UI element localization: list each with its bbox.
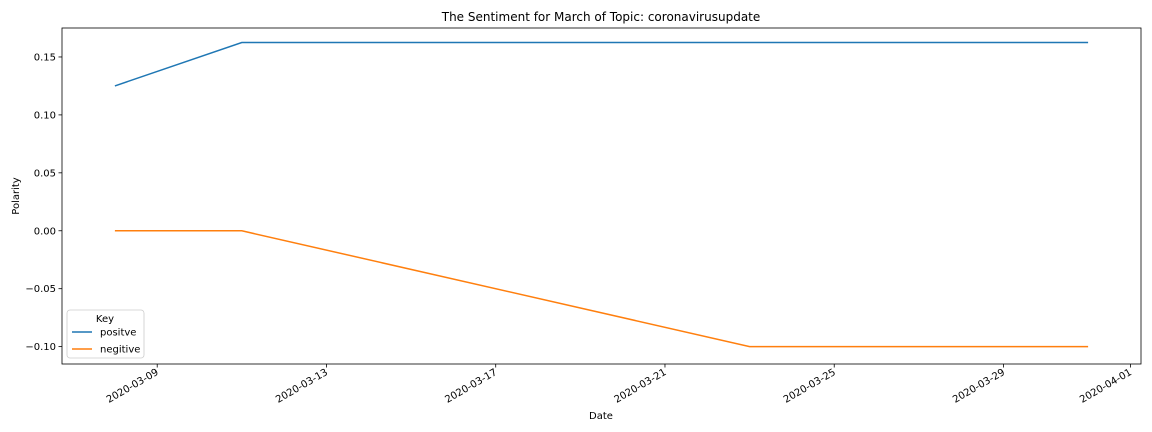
y-tick-label: −0.10 [25, 342, 56, 353]
y-tick-label: 0.10 [34, 110, 56, 121]
y-axis-label: Polarity [11, 177, 22, 215]
x-tick-label: 2020-03-13 [274, 367, 330, 406]
plot-area [61, 27, 1142, 365]
series-line-positve [114, 41, 1089, 87]
legend-title: Key [96, 314, 114, 325]
legend-label-negitive: negitive [100, 345, 140, 356]
plot-frame [61, 27, 1142, 365]
x-tick-label: 2020-03-17 [443, 367, 499, 406]
y-tick-label: 0.00 [34, 226, 56, 237]
legend-box [66, 309, 145, 359]
legend-label-positve: positve [100, 328, 136, 339]
x-tick-label: 2020-04-01 [1078, 367, 1134, 406]
y-tick-label: 0.05 [34, 168, 56, 179]
x-tick-label: 2020-03-25 [782, 367, 838, 406]
y-tick-label: 0.15 [34, 52, 56, 63]
x-axis-label: Date [589, 411, 613, 422]
x-tick-label: 2020-03-09 [105, 367, 161, 406]
series-line-negitive [114, 230, 1089, 348]
legend: Key positve negitive [66, 309, 145, 359]
chart-title: The Sentiment for March of Topic: corona… [441, 10, 761, 24]
series-lines [114, 41, 1089, 348]
x-tick-label: 2020-03-21 [613, 367, 669, 406]
x-axis: 2020-03-09 2020-03-13 2020-03-17 2020-03-21… [105, 364, 1134, 406]
y-tick-label: −0.05 [25, 284, 56, 295]
y-axis: −0.10 −0.05 0.00 0.05 0.10 0.15 [25, 52, 62, 353]
x-tick-label: 2020-03-29 [951, 367, 1007, 406]
